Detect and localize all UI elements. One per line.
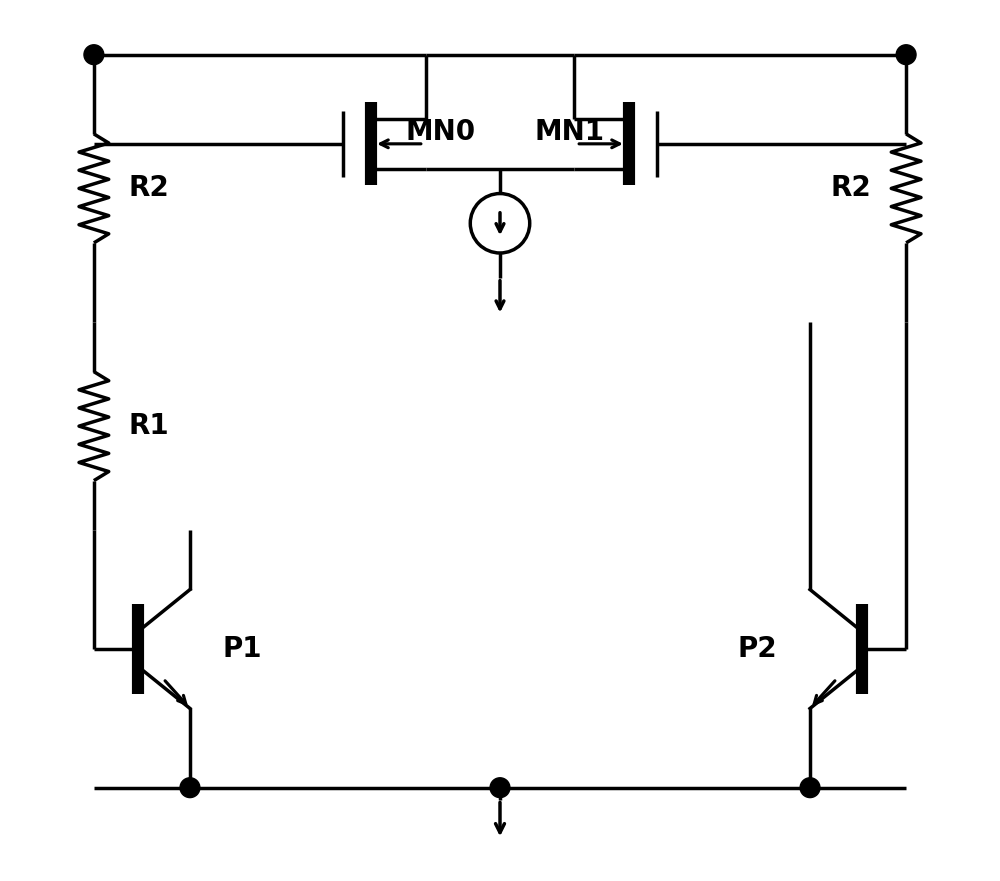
Text: R2: R2 bbox=[129, 174, 169, 203]
Circle shape bbox=[896, 45, 916, 64]
Circle shape bbox=[490, 778, 510, 797]
Text: MN1: MN1 bbox=[535, 118, 605, 146]
Text: P1: P1 bbox=[223, 635, 262, 663]
Text: MN0: MN0 bbox=[406, 118, 476, 146]
Text: R1: R1 bbox=[129, 412, 169, 440]
Circle shape bbox=[180, 778, 200, 797]
Text: P2: P2 bbox=[738, 635, 777, 663]
Circle shape bbox=[84, 45, 104, 64]
Text: R2: R2 bbox=[831, 174, 871, 203]
Circle shape bbox=[800, 778, 820, 797]
